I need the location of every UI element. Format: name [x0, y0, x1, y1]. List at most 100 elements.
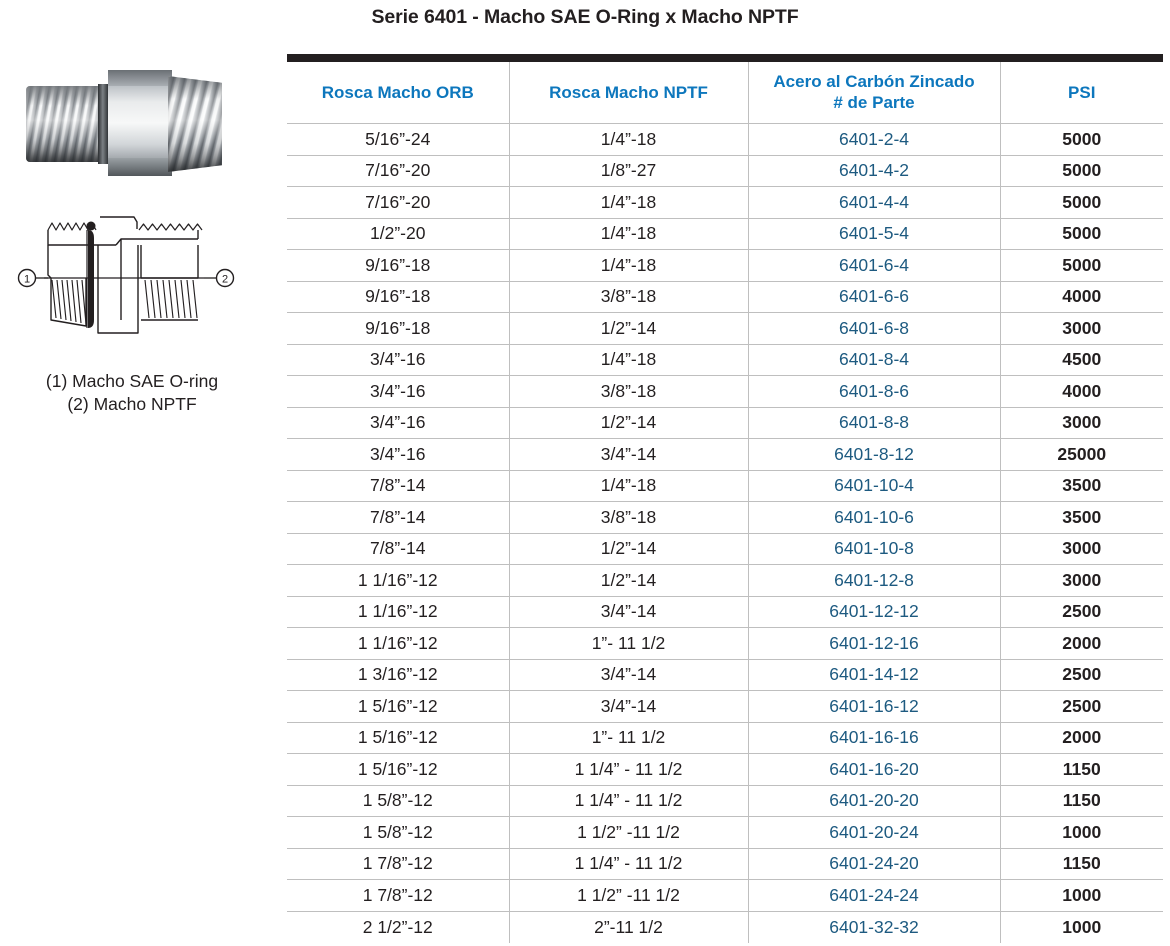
cell-rosca-macho-nptf: 1/4”-18 — [509, 123, 749, 156]
cell-part-number[interactable]: 6401-32-32 — [748, 911, 1001, 943]
cell-part-number[interactable]: 6401-14-12 — [748, 659, 1001, 691]
table-row: 1 5/16”-12 1 1/4” - 11 1/2 6401-16-20 1150 — [287, 753, 1163, 786]
cell-part-number[interactable]: 6401-2-4 — [748, 123, 1001, 156]
cell-part-number[interactable]: 6401-10-6 — [748, 501, 1001, 534]
cell-rosca-macho-orb: 5/16”-24 — [287, 123, 510, 156]
cell-rosca-macho-orb: 1/2”-20 — [287, 218, 510, 250]
cell-part-number[interactable]: 6401-12-12 — [748, 596, 1001, 628]
table-row: 1 7/8”-12 1 1/2” -11 1/2 6401-24-24 1000 — [287, 879, 1163, 912]
photo-nptf-thread-end — [168, 76, 222, 172]
cell-rosca-macho-orb: 1 5/16”-12 — [287, 722, 510, 754]
table-row: 9/16”-18 1/2”-14 6401-6-8 3000 — [287, 312, 1163, 345]
cell-rosca-macho-orb: 1 1/16”-12 — [287, 596, 510, 628]
cell-rosca-macho-nptf: 2”-11 1/2 — [509, 911, 749, 943]
cell-psi: 1000 — [1000, 816, 1163, 849]
table-row: 1 5/8”-12 1 1/4” - 11 1/2 6401-20-20 1150 — [287, 785, 1163, 817]
cell-psi: 3500 — [1000, 470, 1163, 502]
cell-psi: 3000 — [1000, 564, 1163, 597]
cell-part-number[interactable]: 6401-4-2 — [748, 155, 1001, 187]
cell-part-number[interactable]: 6401-8-8 — [748, 407, 1001, 439]
cell-psi: 1150 — [1000, 848, 1163, 880]
figure-panel: 1 2 (1) Macho SAE O-ring (2) Macho NPTF — [0, 48, 280, 438]
table-row: 7/8”-14 3/8”-18 6401-10-6 3500 — [287, 501, 1163, 534]
cell-rosca-macho-orb: 3/4”-16 — [287, 344, 510, 376]
table-row: 3/4”-16 3/8”-18 6401-8-6 4000 — [287, 375, 1163, 408]
cell-rosca-macho-nptf: 1/4”-18 — [509, 186, 749, 219]
cell-rosca-macho-orb: 7/16”-20 — [287, 186, 510, 219]
cell-psi: 5000 — [1000, 186, 1163, 219]
cell-rosca-macho-orb: 9/16”-18 — [287, 312, 510, 345]
cell-part-number[interactable]: 6401-16-12 — [748, 690, 1001, 723]
callout-1-label: 1 — [24, 274, 30, 286]
cell-rosca-macho-nptf: 1 1/2” -11 1/2 — [509, 879, 749, 912]
cell-rosca-macho-nptf: 1 1/4” - 11 1/2 — [509, 785, 749, 817]
cell-rosca-macho-nptf: 3/4”-14 — [509, 659, 749, 691]
table-row: 3/4”-16 1/2”-14 6401-8-8 3000 — [287, 407, 1163, 439]
cell-psi: 5000 — [1000, 123, 1163, 156]
figure-caption-1: (1) Macho SAE O-ring — [45, 371, 219, 391]
cell-rosca-macho-orb: 7/16”-20 — [287, 155, 510, 187]
table-row: 9/16”-18 1/4”-18 6401-6-4 5000 — [287, 249, 1163, 282]
cell-part-number[interactable]: 6401-16-20 — [748, 753, 1001, 786]
cell-rosca-macho-orb: 1 5/16”-12 — [287, 690, 510, 723]
cell-part-number[interactable]: 6401-6-6 — [748, 281, 1001, 313]
cell-rosca-macho-orb: 3/4”-16 — [287, 438, 510, 471]
cell-part-number[interactable]: 6401-5-4 — [748, 218, 1001, 250]
hydraulic-hex-nipple-line-drawing: 1 2 — [8, 200, 248, 350]
cell-rosca-macho-orb: 1 5/8”-12 — [287, 785, 510, 817]
photo-hex-body — [108, 70, 172, 176]
hydraulic-hex-nipple-photo — [26, 64, 222, 182]
cell-part-number[interactable]: 6401-4-4 — [748, 186, 1001, 219]
table-row: 7/16”-20 1/8”-27 6401-4-2 5000 — [287, 155, 1163, 187]
column-header-rosca-macho-nptf: Rosca Macho NPTF — [509, 62, 749, 124]
cell-rosca-macho-nptf: 3/8”-18 — [509, 281, 749, 313]
cell-psi: 1150 — [1000, 785, 1163, 817]
cell-psi: 1150 — [1000, 753, 1163, 786]
cell-part-number[interactable]: 6401-6-4 — [748, 249, 1001, 282]
cell-psi: 3000 — [1000, 312, 1163, 345]
cell-rosca-macho-orb: 7/8”-14 — [287, 533, 510, 565]
cell-rosca-macho-nptf: 1/2”-14 — [509, 407, 749, 439]
cell-rosca-macho-orb: 3/4”-16 — [287, 375, 510, 408]
column-header-part-number: Acero al Carbón Zincado # de Parte — [748, 62, 1001, 124]
callout-1-circle — [17, 268, 37, 288]
cell-part-number[interactable]: 6401-10-8 — [748, 533, 1001, 565]
table-row: 9/16”-18 3/8”-18 6401-6-6 4000 — [287, 281, 1163, 313]
cell-rosca-macho-orb: 1 5/8”-12 — [287, 816, 510, 849]
cell-psi: 2000 — [1000, 722, 1163, 754]
cell-rosca-macho-orb: 9/16”-18 — [287, 249, 510, 282]
cell-part-number[interactable]: 6401-10-4 — [748, 470, 1001, 502]
oring-seal-shape — [88, 230, 94, 328]
spec-table: Rosca Macho ORB Rosca Macho NPTF Acero a… — [287, 62, 1163, 943]
cell-part-number[interactable]: 6401-12-16 — [748, 627, 1001, 660]
cell-part-number[interactable]: 6401-12-8 — [748, 564, 1001, 597]
cell-part-number[interactable]: 6401-24-24 — [748, 879, 1001, 912]
column-header-psi: PSI — [1000, 62, 1163, 124]
cell-rosca-macho-nptf: 1/2”-14 — [509, 564, 749, 597]
figure-captions: (1) Macho SAE O-ring (2) Macho NPTF — [0, 370, 264, 416]
cell-rosca-macho-nptf: 1/4”-18 — [509, 344, 749, 376]
cell-part-number[interactable]: 6401-24-20 — [748, 848, 1001, 880]
cell-part-number[interactable]: 6401-8-12 — [748, 438, 1001, 471]
cell-psi: 3500 — [1000, 501, 1163, 534]
cell-part-number[interactable]: 6401-20-24 — [748, 816, 1001, 849]
table-body: 5/16”-24 1/4”-18 6401-2-4 5000 7/16”-20 1/8”-… — [287, 123, 1163, 943]
column-header-part-number-line1: Acero al Carbón Zincado — [773, 72, 975, 91]
cell-rosca-macho-nptf: 1/4”-18 — [509, 249, 749, 282]
column-header-rosca-macho-orb: Rosca Macho ORB — [287, 62, 510, 124]
cell-part-number[interactable]: 6401-6-8 — [748, 312, 1001, 345]
table-top-rule — [287, 54, 1163, 62]
cell-psi: 5000 — [1000, 249, 1163, 282]
column-header-part-number-line2: # de Parte — [833, 93, 915, 112]
cell-part-number[interactable]: 6401-20-20 — [748, 785, 1001, 817]
cell-rosca-macho-orb: 1 7/8”-12 — [287, 848, 510, 880]
cell-part-number[interactable]: 6401-16-16 — [748, 722, 1001, 754]
page-title: Serie 6401 - Macho SAE O-Ring x Macho NP… — [371, 6, 799, 28]
cell-part-number[interactable]: 6401-8-4 — [748, 344, 1001, 376]
cell-part-number[interactable]: 6401-8-6 — [748, 375, 1001, 408]
table-row: 1 5/16”-12 1”- 11 1/2 6401-16-16 2000 — [287, 722, 1163, 754]
table-row: 1/2”-20 1/4”-18 6401-5-4 5000 — [287, 218, 1163, 250]
photo-oring-seal — [98, 84, 110, 164]
cell-rosca-macho-orb: 1 5/16”-12 — [287, 753, 510, 786]
table-header-row: Rosca Macho ORB Rosca Macho NPTF Acero a… — [287, 62, 1163, 124]
